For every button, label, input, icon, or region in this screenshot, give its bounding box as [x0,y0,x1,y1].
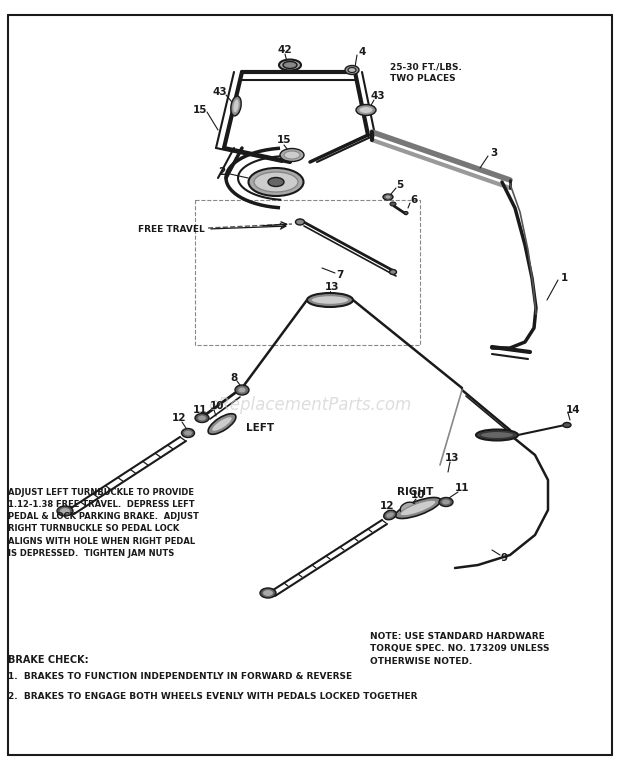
Ellipse shape [208,414,236,434]
Ellipse shape [307,293,353,307]
Ellipse shape [386,512,394,518]
Ellipse shape [311,295,349,305]
Text: 15: 15 [193,105,207,115]
Ellipse shape [563,422,571,428]
Ellipse shape [441,499,451,505]
Ellipse shape [268,178,284,187]
Ellipse shape [254,172,298,192]
Text: 1: 1 [560,273,568,283]
Text: 43: 43 [371,91,385,101]
Text: 2: 2 [218,167,226,177]
Text: ADJUST LEFT TURNBUCKLE TO PROVIDE
1.12-1.38 FREE TRAVEL.  DEPRESS LEFT
PEDAL & L: ADJUST LEFT TURNBUCKLE TO PROVIDE 1.12-1… [8,488,199,558]
Ellipse shape [60,508,71,514]
Ellipse shape [231,96,241,116]
Ellipse shape [383,194,393,200]
Text: 7: 7 [336,270,343,280]
Text: LEFT: LEFT [246,423,274,433]
Ellipse shape [283,62,297,68]
Text: 10: 10 [210,401,224,411]
Ellipse shape [390,202,396,206]
Text: 43: 43 [213,87,228,97]
Text: 6: 6 [410,195,418,205]
Text: 2.  BRAKES TO ENGAGE BOTH WHEELS EVENLY WITH PEDALS LOCKED TOGETHER: 2. BRAKES TO ENGAGE BOTH WHEELS EVENLY W… [8,692,417,701]
Ellipse shape [235,385,249,395]
Text: 8: 8 [231,373,237,383]
Text: RIGHT: RIGHT [397,487,433,497]
Ellipse shape [401,502,416,514]
Ellipse shape [279,59,301,71]
Ellipse shape [396,498,441,518]
Ellipse shape [211,417,232,431]
Ellipse shape [280,148,304,161]
Ellipse shape [284,151,300,159]
Ellipse shape [385,195,391,199]
Ellipse shape [404,211,408,215]
Ellipse shape [439,498,453,507]
Text: 12: 12 [379,501,394,511]
Text: 13: 13 [445,453,459,463]
Text: 25-30 FT./LBS.
TWO PLACES: 25-30 FT./LBS. TWO PLACES [390,62,462,83]
Text: 10: 10 [410,490,425,500]
Ellipse shape [389,269,397,275]
Text: 11: 11 [454,483,469,493]
Text: 5: 5 [396,180,404,190]
Ellipse shape [260,588,276,598]
Ellipse shape [480,431,514,438]
Ellipse shape [57,506,73,516]
Ellipse shape [348,68,356,72]
Ellipse shape [400,501,436,516]
Ellipse shape [356,105,376,115]
Text: 4: 4 [358,47,366,57]
Ellipse shape [182,428,195,438]
Ellipse shape [296,219,304,225]
Text: 1.  BRAKES TO FUNCTION INDEPENDENTLY IN FORWARD & REVERSE: 1. BRAKES TO FUNCTION INDEPENDENTLY IN F… [8,672,352,681]
Ellipse shape [384,510,396,520]
Text: eReplacementParts.com: eReplacementParts.com [208,396,412,414]
Ellipse shape [198,415,206,421]
Text: 13: 13 [325,282,339,292]
Ellipse shape [345,65,359,75]
Text: 3: 3 [490,148,498,158]
Text: 11: 11 [193,405,207,415]
Ellipse shape [238,387,246,393]
Text: 9: 9 [500,553,508,563]
Ellipse shape [184,430,192,436]
Ellipse shape [359,106,373,114]
Ellipse shape [249,168,304,196]
Text: 14: 14 [565,405,580,415]
Text: 15: 15 [277,135,291,145]
Ellipse shape [262,590,273,597]
Ellipse shape [195,414,209,422]
Text: NOTE: USE STANDARD HARDWARE
TORQUE SPEC. NO. 173209 UNLESS
OTHERWISE NOTED.: NOTE: USE STANDARD HARDWARE TORQUE SPEC.… [370,632,549,666]
Text: 12: 12 [172,413,186,423]
Text: 42: 42 [278,45,292,55]
Text: BRAKE CHECK:: BRAKE CHECK: [8,655,89,665]
Ellipse shape [232,99,239,113]
Text: FREE TRAVEL: FREE TRAVEL [138,225,205,235]
Ellipse shape [476,430,518,441]
